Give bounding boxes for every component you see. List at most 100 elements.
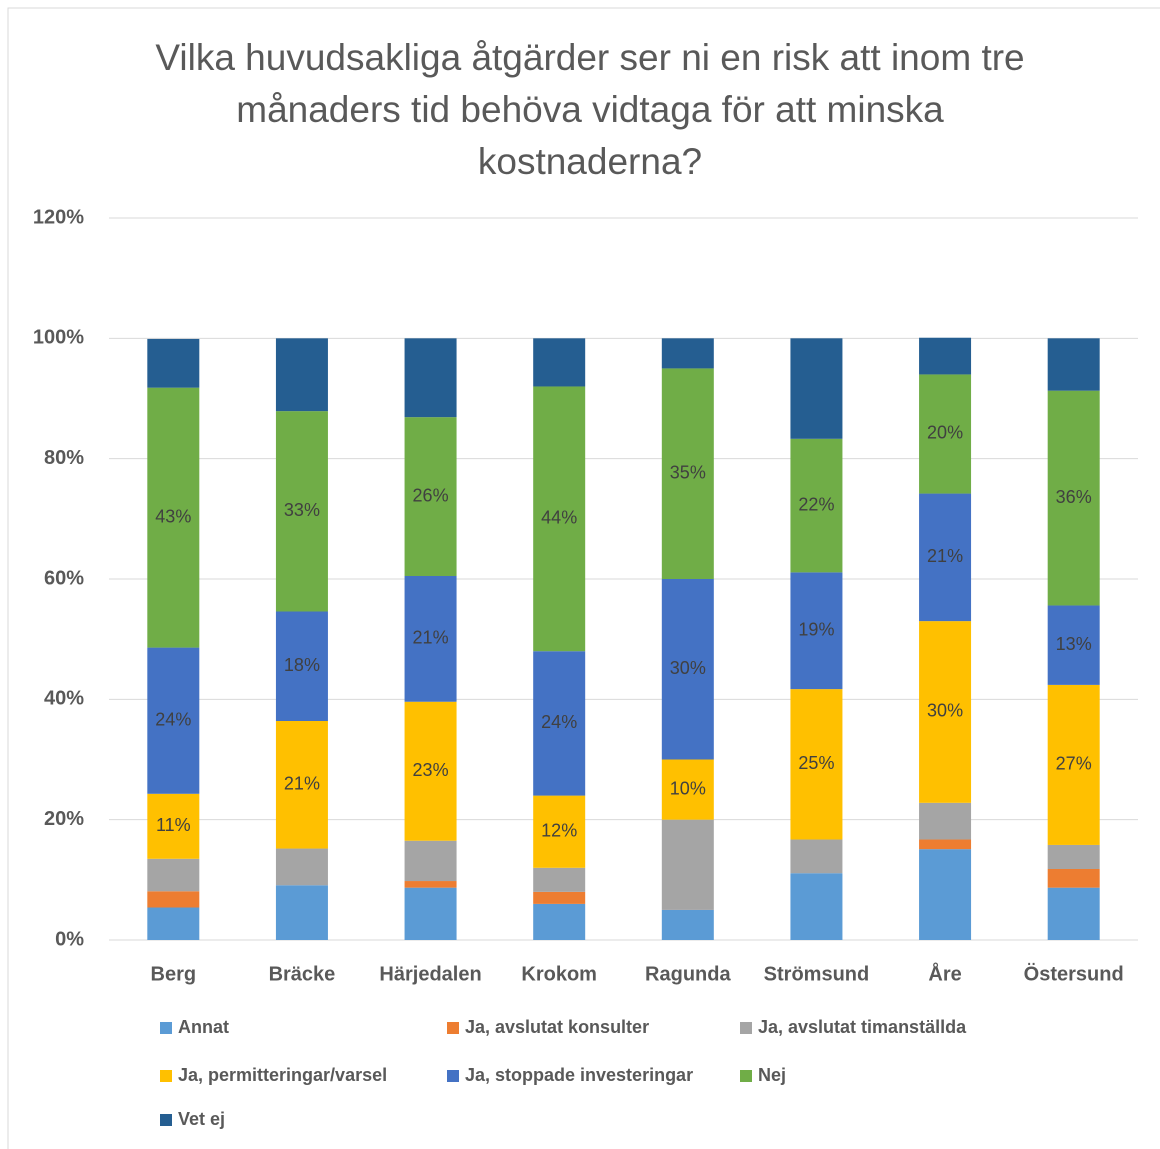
data-label: 13% (1056, 634, 1092, 654)
bar-segment (919, 374, 972, 494)
data-label: 24% (155, 709, 191, 729)
x-tick-label: Åre (928, 961, 961, 985)
data-label: 30% (670, 658, 706, 678)
x-tick-label: Strömsund (764, 963, 870, 985)
data-label: 25% (798, 753, 834, 773)
bar-segment (147, 891, 200, 908)
y-tick-label: 100% (33, 327, 84, 349)
bar-segment (1047, 684, 1100, 845)
bar-segment (533, 338, 586, 387)
bar-segment (533, 903, 586, 940)
legend-label: Nej (758, 1065, 786, 1085)
bar-segment (533, 867, 586, 892)
bar-segment (147, 907, 200, 940)
data-label: 24% (541, 712, 577, 732)
bar-segment (661, 819, 714, 910)
bar-segment (533, 651, 586, 796)
bar-segment (661, 909, 714, 940)
y-tick-label: 20% (44, 808, 84, 830)
data-label: 23% (413, 760, 449, 780)
data-label: 18% (284, 655, 320, 675)
y-tick-label: 40% (44, 688, 84, 710)
bar-segment (790, 338, 843, 439)
bar-segment (147, 858, 200, 892)
legend-label: Ja, stoppade investeringar (465, 1065, 693, 1085)
data-label: 21% (284, 774, 320, 794)
bar-segment (790, 839, 843, 874)
chart-title: Vilka huvudsakliga åtgärder ser ni en ri… (155, 37, 1025, 182)
data-label: 26% (413, 485, 449, 505)
bar-segment (404, 701, 457, 841)
legend-label: Ja, permitteringar/varsel (178, 1065, 387, 1085)
bar-segment (1047, 844, 1100, 870)
bar-segment (919, 493, 972, 622)
legend-swatch (160, 1114, 172, 1126)
data-label: 20% (927, 423, 963, 443)
bar-segment (790, 689, 843, 840)
bar-segment (1047, 605, 1100, 685)
data-label: 43% (155, 506, 191, 526)
bar-segment (661, 759, 714, 820)
legend-swatch (447, 1022, 459, 1034)
bar-segment (404, 840, 457, 882)
legend-swatch (740, 1022, 752, 1034)
bar-segment (661, 579, 714, 760)
bar-segment (404, 575, 457, 702)
bar-segment (790, 572, 843, 690)
data-label: 44% (541, 508, 577, 528)
legend-label: Ja, avslutat konsulter (465, 1017, 649, 1037)
y-tick-label: 80% (44, 447, 84, 469)
bar-segment (275, 411, 328, 612)
data-label: 21% (413, 628, 449, 648)
x-tick-label: Krokom (521, 963, 597, 985)
bar-segment (147, 647, 200, 794)
bar-segment (533, 891, 586, 904)
legend-label: Vet ej (178, 1109, 225, 1129)
data-label: 27% (1056, 754, 1092, 774)
data-label: 35% (670, 462, 706, 482)
bar-segment (661, 338, 714, 369)
legend-label: Annat (178, 1017, 229, 1037)
legend-swatch (160, 1070, 172, 1082)
data-label: 11% (156, 815, 191, 835)
legend-swatch (447, 1070, 459, 1082)
bar-segment (790, 438, 843, 573)
bar-segment (404, 417, 457, 576)
bar-segment (275, 338, 328, 412)
bar-segment (404, 887, 457, 940)
bar-segment (919, 802, 972, 840)
bar-segment (919, 621, 972, 803)
chart-frame (7, 7, 1160, 1149)
legend-swatch (740, 1070, 752, 1082)
bar-segment (1047, 390, 1100, 606)
data-label: 33% (284, 500, 320, 520)
y-tick-label: 0% (55, 928, 84, 950)
x-tick-label: Bräcke (269, 963, 336, 985)
bar-segment (533, 795, 586, 868)
data-label: 22% (798, 494, 834, 514)
bar-segment (404, 881, 457, 888)
bar-segment (919, 849, 972, 940)
x-tick-label: Berg (151, 963, 197, 985)
data-label: 12% (541, 820, 577, 840)
data-label: 36% (1056, 487, 1092, 507)
bar-segment (275, 611, 328, 721)
bar-segment (404, 338, 457, 418)
bar-segment (1047, 338, 1100, 391)
bar-segment (1047, 869, 1100, 888)
data-label: 21% (927, 546, 963, 566)
bar-segment (533, 386, 586, 652)
bar-segment (275, 720, 328, 849)
data-label: 30% (927, 701, 963, 721)
y-tick-label: 120% (33, 206, 84, 228)
legend-swatch (160, 1022, 172, 1034)
bar-segment (147, 387, 200, 648)
legend-label: Ja, avslutat timanställda (758, 1017, 967, 1037)
x-tick-label: Östersund (1024, 962, 1124, 985)
bar-segment (147, 338, 200, 388)
y-tick-label: 60% (44, 567, 84, 589)
data-label: 10% (670, 778, 706, 798)
bar-segment (919, 337, 972, 375)
